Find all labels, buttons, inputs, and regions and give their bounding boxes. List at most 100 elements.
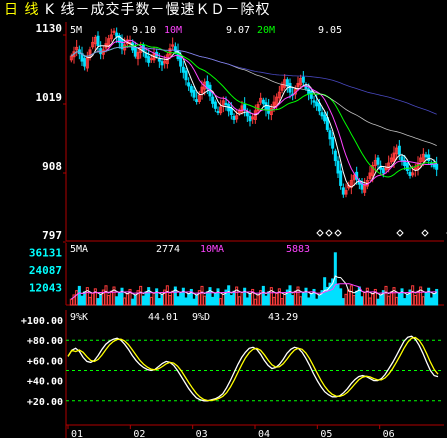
diamond-marker [325, 229, 333, 237]
volume-bar [408, 289, 412, 306]
date-tick-label: 06 [383, 429, 395, 438]
candle-body [344, 189, 348, 195]
volume-bar [245, 297, 249, 306]
volume-bar [85, 287, 89, 306]
volume-bar [411, 285, 415, 306]
volume-bar [243, 287, 247, 306]
volume-bar [168, 295, 172, 306]
volume-bar [80, 295, 84, 306]
candle-body [405, 162, 409, 171]
volume-bar [128, 288, 132, 306]
volume-bar [123, 297, 127, 306]
candle-body [277, 91, 281, 99]
candle-body [256, 104, 260, 112]
volume-bar [163, 289, 167, 306]
volume-bar [171, 290, 175, 306]
volume-bar [293, 290, 297, 306]
candle-body [371, 165, 375, 176]
candle-body [187, 82, 191, 87]
volume-bar [253, 298, 257, 306]
volume-bar [77, 285, 81, 306]
candle-body [341, 187, 345, 195]
volume-bar [344, 293, 348, 306]
candle-body [189, 86, 193, 93]
volume-bar [149, 296, 153, 306]
candle-body [160, 61, 164, 66]
kd-tick-label: +20.00 [27, 397, 63, 408]
candle-body [411, 172, 415, 176]
price-grid [63, 34, 66, 243]
candle-body [157, 58, 161, 62]
volume-bar [419, 286, 423, 306]
volume-bar [392, 287, 396, 306]
volume-bar [312, 288, 316, 306]
candle-body [421, 153, 425, 162]
volume-bar [184, 297, 188, 306]
ma120-line [71, 46, 437, 115]
volume-bar [88, 296, 92, 306]
volume-bar [277, 288, 281, 306]
candle-body [435, 163, 439, 170]
volume-bar [107, 295, 111, 306]
candle-body [216, 110, 220, 113]
volume-bar [363, 292, 367, 306]
candle-body [389, 157, 393, 163]
volume-bar [195, 294, 199, 306]
volume-bar [173, 286, 177, 306]
volume-bar [96, 298, 100, 306]
candle-body [368, 172, 372, 180]
volume-bar [147, 287, 151, 306]
candle-body [269, 107, 273, 116]
candle-body [333, 150, 337, 162]
diamond-marker [334, 229, 342, 237]
candle-body [149, 58, 153, 61]
candle-body [403, 160, 407, 167]
candle-body [309, 91, 313, 99]
volume-bar [115, 296, 119, 306]
volume-bar [219, 298, 223, 306]
volume-bar [104, 285, 108, 306]
volume-bar [120, 287, 124, 306]
diamond-markers [316, 229, 447, 237]
candle-body [163, 60, 167, 64]
candle-body [373, 160, 377, 167]
diamond-marker [396, 229, 404, 237]
candle-body [251, 116, 255, 120]
volume-tick-label: 12043 [29, 282, 62, 295]
volume-bar [181, 287, 185, 306]
candle-body [408, 171, 412, 176]
candle-body [301, 76, 305, 83]
volume-bar [179, 292, 183, 306]
candle-body [243, 104, 247, 111]
volume-bar [152, 292, 156, 306]
volume-bar [221, 293, 225, 306]
volume-bar [291, 295, 295, 306]
candle-body [397, 145, 401, 155]
legend-ma20-label: 20M [257, 25, 275, 36]
candle-body [96, 35, 100, 47]
volume-bar [189, 288, 193, 306]
volume-bar [248, 293, 252, 306]
candle-body [192, 89, 196, 98]
candle-body [283, 79, 287, 88]
kd-legend-d-label: 9%D [192, 312, 210, 323]
legend-ma20-value: 9.05 [318, 25, 342, 36]
volume-bar [384, 285, 388, 306]
volume-bar [69, 298, 73, 306]
volume-bar [155, 288, 159, 306]
volume-bar [109, 290, 113, 306]
volume-bar [432, 293, 436, 306]
candle-body [109, 34, 113, 40]
candle-body [117, 35, 121, 43]
legend-ma5-label: 5M [70, 25, 82, 36]
volume-bar [208, 287, 212, 306]
volume-bar [355, 290, 359, 306]
volume-bar [176, 296, 180, 306]
volume-bar [205, 291, 209, 306]
candle-body [395, 147, 399, 155]
diamond-marker [421, 229, 429, 237]
candle-body [115, 32, 119, 37]
volume-tick-label: 36131 [29, 247, 62, 260]
volume-bar [301, 292, 305, 306]
candle-body [232, 115, 236, 121]
